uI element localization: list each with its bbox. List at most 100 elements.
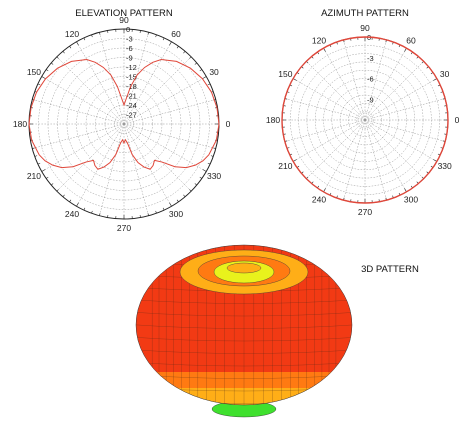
- 3d-top-hole: [226, 262, 262, 274]
- elev-spoke: [99, 123, 125, 216]
- elev-spoke: [123, 99, 216, 125]
- 3d-body-outline: [135, 244, 353, 406]
- 3d-pattern-render: 3D PATTERN: [135, 244, 419, 418]
- elev-tick: [76, 41, 79, 46]
- azim-spoke: [306, 119, 366, 179]
- elev-r-label: -15: [126, 73, 137, 82]
- elev-spoke: [41, 123, 125, 172]
- elev-angle-label: 150: [27, 67, 41, 77]
- azim-angle-label: 30: [440, 69, 450, 79]
- elev-spoke: [123, 76, 207, 125]
- azim-spoke: [364, 47, 407, 121]
- azim-ring: [314, 69, 416, 171]
- elev-tick: [76, 202, 79, 207]
- azimuth-angle-labels: 0 30 60 90 120 150 180 210 240 270 300 330: [266, 23, 460, 217]
- elev-angle-label: 300: [169, 209, 183, 219]
- azim-angle-label: 90: [360, 23, 370, 33]
- azimuth-grid: [281, 36, 449, 204]
- elev-tick: [202, 169, 207, 172]
- azim-r-label: -3: [367, 54, 374, 63]
- elev-r-label: -27: [126, 111, 137, 120]
- elev-spoke: [123, 123, 192, 192]
- azim-spoke: [364, 39, 387, 121]
- elev-spoke: [99, 32, 125, 125]
- elev-angle-label: 0: [226, 119, 231, 129]
- azim-angle-label: 0: [455, 115, 460, 125]
- elevation-grid: [28, 28, 220, 220]
- 3d-mesh-line: [136, 349, 352, 354]
- azim-spoke: [284, 119, 366, 142]
- elevation-r-labels: 0-3-6-9-12-15-18-21-24-27: [126, 25, 137, 120]
- 3d-mesh-line: [136, 299, 352, 304]
- elev-spoke: [56, 123, 125, 192]
- elev-spoke: [76, 41, 125, 125]
- azimuth-title: AZIMUTH PATTERN: [321, 8, 409, 19]
- elev-tick: [41, 76, 46, 79]
- 3d-pattern-title: 3D PATTERN: [361, 264, 419, 275]
- azim-spoke: [292, 78, 366, 121]
- elev-r-label: -3: [126, 35, 133, 44]
- azim-angle-label: 300: [404, 195, 418, 205]
- azim-spoke: [306, 61, 366, 121]
- elev-tick: [41, 169, 46, 172]
- elev-spoke: [123, 123, 172, 207]
- azim-r-label: -9: [367, 95, 374, 104]
- azim-angle-label: 150: [278, 69, 292, 79]
- elev-spoke: [123, 41, 172, 125]
- elev-angle-label: 330: [207, 171, 221, 181]
- azim-spoke: [343, 119, 366, 201]
- elev-angle-label: 210: [27, 171, 41, 181]
- azim-spoke: [284, 98, 366, 121]
- elev-r-label: -6: [126, 44, 133, 53]
- elevation-title: ELEVATION PATTERN: [75, 8, 173, 19]
- azim-spoke: [364, 78, 438, 121]
- elev-spoke: [123, 56, 192, 125]
- elev-spoke: [32, 123, 125, 149]
- elev-r-label: -18: [126, 82, 137, 91]
- azim-spoke: [364, 119, 438, 162]
- azim-spoke: [364, 98, 446, 121]
- azim-ring: [356, 111, 374, 129]
- azim-spoke: [364, 119, 424, 179]
- elev-spoke: [123, 32, 149, 125]
- elev-spoke: [41, 76, 125, 125]
- elev-angle-label: 30: [209, 67, 219, 77]
- elev-r-label: -9: [126, 54, 133, 63]
- azim-r-label: -6: [367, 75, 374, 84]
- azim-spoke: [364, 119, 407, 193]
- azim-spoke: [343, 39, 366, 121]
- elev-spoke: [32, 99, 125, 125]
- azim-angle-label: 240: [312, 195, 326, 205]
- elev-angle-label: 270: [117, 223, 131, 233]
- elev-tick: [169, 202, 172, 207]
- elev-angle-label: 240: [65, 209, 79, 219]
- elev-tick: [169, 41, 172, 46]
- azim-spoke: [364, 61, 424, 121]
- elev-r-label: 0: [126, 25, 130, 34]
- azim-angle-label: 180: [266, 115, 280, 125]
- azim-spoke: [323, 47, 366, 121]
- elev-angle-label: 90: [119, 15, 129, 25]
- elev-r-label: -12: [126, 63, 137, 72]
- azim-angle-label: 120: [312, 35, 326, 45]
- azim-ring: [290, 45, 440, 195]
- azim-angle-label: 210: [278, 161, 292, 171]
- elev-spoke: [123, 123, 207, 172]
- azim-spoke: [364, 119, 387, 201]
- elev-angle-label: 180: [13, 119, 27, 129]
- azim-spoke: [292, 119, 366, 162]
- azim-spoke: [364, 119, 446, 142]
- azimuth-pattern-chart: AZIMUTH PATTERN 0 30 60 90 120 150 180 210 240 27…: [266, 8, 460, 217]
- 3d-mesh-line: [136, 324, 352, 329]
- 3d-mesh-line: [136, 361, 352, 367]
- elevation-pattern-trace: [28, 59, 220, 170]
- elev-r-label: -24: [126, 101, 137, 110]
- elev-angle-label: 60: [171, 29, 181, 39]
- elev-spoke: [123, 123, 216, 149]
- elev-spoke: [56, 56, 125, 125]
- azimuth-pattern-trace: [281, 36, 449, 204]
- azim-angle-label: 270: [358, 207, 372, 217]
- azim-angle-label: 330: [438, 161, 452, 171]
- elevation-pattern-chart: ELEVATION PATTERN 0 30 60 90 120 150 180 210 240…: [13, 8, 231, 233]
